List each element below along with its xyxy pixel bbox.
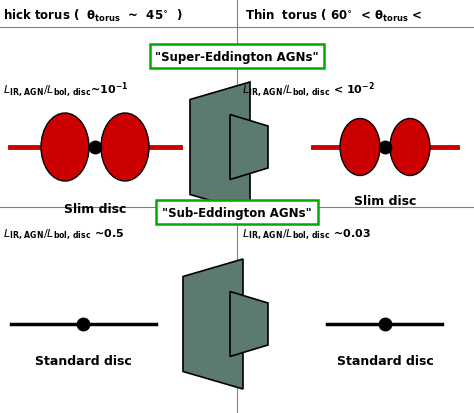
Ellipse shape	[340, 119, 380, 176]
Ellipse shape	[101, 114, 149, 182]
Text: "Super-Eddington AGNs": "Super-Eddington AGNs"	[155, 50, 319, 63]
Polygon shape	[190, 83, 250, 212]
Text: $L_{\mathbf{IR,\,AGN}}/L_{\mathbf{bol,\,disc}}$ ~$\mathbf{0.5}$: $L_{\mathbf{IR,\,AGN}}/L_{\mathbf{bol,\,…	[3, 228, 124, 242]
Text: Slim disc: Slim disc	[64, 202, 126, 216]
Polygon shape	[230, 292, 268, 357]
Ellipse shape	[390, 119, 430, 176]
Text: Thin  torus ( 60$\mathbf{^{\circ}}$  < $\mathbf{\theta_{torus}}$ <: Thin torus ( 60$\mathbf{^{\circ}}$ < $\m…	[245, 8, 422, 24]
Text: $L_{\mathbf{IR,\,AGN}}/L_{\mathbf{bol,\,disc}}$ < $\mathbf{10^{-2}}$: $L_{\mathbf{IR,\,AGN}}/L_{\mathbf{bol,\,…	[242, 80, 375, 99]
Text: "Sub-Eddington AGNs": "Sub-Eddington AGNs"	[162, 206, 312, 219]
Text: Slim disc: Slim disc	[354, 195, 416, 207]
Text: hick torus (  $\mathbf{\theta_{torus}}$  ~  45$\mathbf{^{\circ}}$  ): hick torus ( $\mathbf{\theta_{torus}}$ ~…	[3, 8, 182, 24]
Ellipse shape	[41, 114, 89, 182]
FancyBboxPatch shape	[156, 201, 318, 224]
Text: Standard disc: Standard disc	[35, 354, 131, 367]
Text: Standard disc: Standard disc	[337, 354, 433, 367]
Text: $L_{\mathbf{IR,\,AGN}}/L_{\mathbf{bol,\,disc}}$ ~$\mathbf{0.03}$: $L_{\mathbf{IR,\,AGN}}/L_{\mathbf{bol,\,…	[242, 228, 371, 242]
Text: $L_{\mathbf{IR,\,AGN}}/L_{\mathbf{bol,\,disc}}$~$\mathbf{10^{-1}}$: $L_{\mathbf{IR,\,AGN}}/L_{\mathbf{bol,\,…	[3, 80, 128, 99]
FancyBboxPatch shape	[150, 45, 324, 69]
Polygon shape	[183, 259, 243, 389]
Polygon shape	[230, 115, 268, 180]
